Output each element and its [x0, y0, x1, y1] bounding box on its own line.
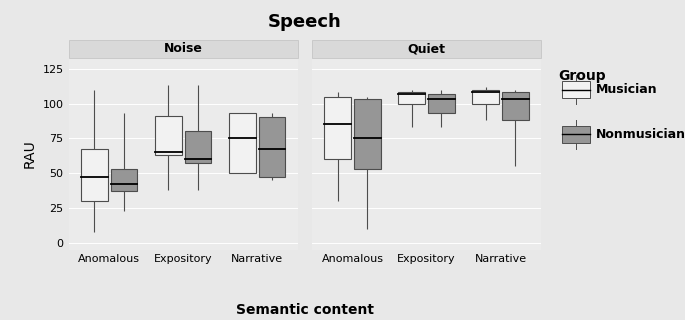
- Bar: [354, 99, 381, 169]
- Bar: [428, 94, 455, 113]
- Text: Semantic content: Semantic content: [236, 303, 374, 317]
- Bar: [259, 117, 286, 177]
- Bar: [155, 116, 182, 155]
- Text: Group: Group: [558, 69, 606, 83]
- Text: Speech: Speech: [268, 13, 342, 31]
- Bar: [185, 131, 212, 163]
- Text: Quiet: Quiet: [408, 42, 445, 55]
- Bar: [324, 97, 351, 159]
- Text: Noise: Noise: [164, 42, 203, 55]
- Bar: [502, 92, 529, 120]
- Text: Musician: Musician: [596, 83, 658, 96]
- Bar: [229, 113, 256, 173]
- Bar: [473, 90, 499, 103]
- Text: Nonmusician: Nonmusician: [596, 128, 685, 141]
- Bar: [111, 169, 137, 191]
- Bar: [398, 92, 425, 103]
- Bar: [81, 149, 108, 201]
- Y-axis label: RAU: RAU: [23, 139, 37, 168]
